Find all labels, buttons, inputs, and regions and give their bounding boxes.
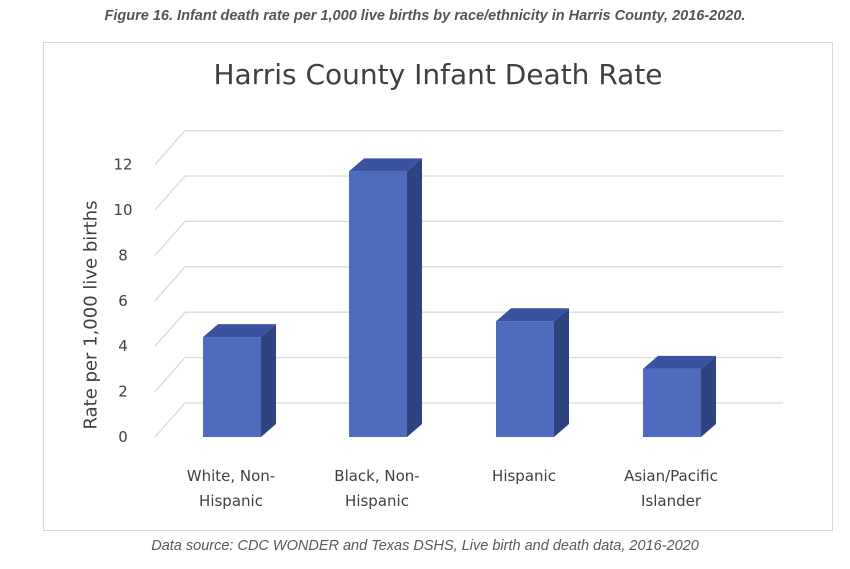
gridline-diagonal — [154, 220, 186, 256]
bars — [203, 158, 716, 437]
bar-front-face — [496, 321, 554, 437]
bar-top-face — [203, 324, 276, 338]
category-labels: White, Non-Hispanic Black, Non-Hispanic Hi… — [187, 467, 718, 510]
bar — [349, 158, 422, 437]
bar-side-face — [261, 324, 276, 437]
figure-caption: Figure 16. Infant death rate per 1,000 l… — [104, 8, 746, 24]
y-tick-labels: 0 2 4 6 8 10 12 — [113, 156, 132, 446]
data-source-note: Data source: CDC WONDER and Texas DSHS, … — [151, 538, 699, 554]
y-tick-label: 4 — [118, 337, 128, 355]
bar — [643, 355, 716, 437]
bar — [496, 308, 569, 437]
bar-side-face — [701, 355, 716, 437]
x-category-label: Hispanic — [492, 467, 556, 485]
chart-title: Harris County Infant Death Rate — [213, 58, 663, 91]
bar-top-face — [496, 308, 569, 322]
gridline-diagonal — [154, 402, 186, 438]
gridline-diagonal — [154, 130, 186, 166]
y-tick-label: 0 — [118, 428, 128, 446]
y-tick-label: 10 — [113, 201, 132, 219]
y-tick-label: 2 — [118, 383, 128, 401]
bar-front-face — [203, 337, 261, 437]
x-category-label: White, Non-Hispanic — [187, 467, 275, 510]
y-tick-label: 12 — [113, 156, 132, 174]
gridline-diagonal — [154, 311, 186, 347]
bar-side-face — [407, 158, 422, 437]
x-category-label: Black, Non-Hispanic — [334, 467, 419, 510]
gridline-diagonal — [154, 175, 186, 211]
chart-frame — [43, 42, 833, 531]
bar-front-face — [349, 171, 407, 437]
bar-side-face — [554, 308, 569, 437]
x-category-label: Asian/Pacific Islander — [624, 467, 718, 510]
gridline-diagonal — [154, 357, 186, 393]
bar-front-face — [643, 368, 701, 437]
bar-top-face — [349, 158, 422, 172]
bar — [203, 324, 276, 437]
y-tick-label: 6 — [118, 292, 128, 310]
bar-top-face — [643, 355, 716, 369]
y-tick-label: 8 — [118, 246, 128, 264]
gridline-diagonal — [154, 266, 186, 302]
